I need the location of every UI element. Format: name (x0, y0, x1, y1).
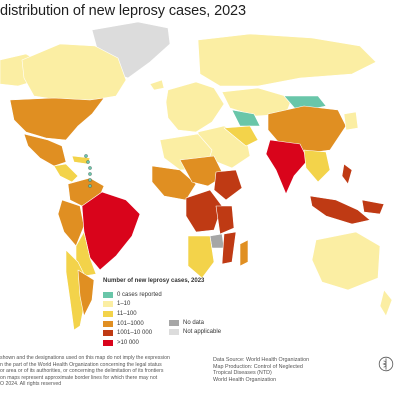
region-madagascar (239, 239, 249, 267)
region-europe (165, 81, 225, 133)
region-southern-africa (187, 235, 215, 279)
region-stans (231, 109, 261, 127)
legend-item-0: 0 cases reported (103, 290, 162, 300)
source-credits: Data Source: World Health Organization M… (213, 357, 310, 383)
region-nodata-africa (209, 233, 225, 249)
region-china (267, 105, 347, 155)
region-indonesia (309, 195, 371, 225)
legend-item-no-data: No data (169, 318, 221, 328)
legend-title: Number of new leprosy cases, 2023 (103, 278, 205, 284)
region-india (265, 139, 309, 195)
region-tanzania (215, 205, 235, 235)
who-emblem-icon (378, 356, 394, 372)
region-mexico (23, 133, 67, 167)
legend-item-1: 1–10 (103, 300, 162, 310)
legend-other: No data Not applicable (169, 318, 221, 337)
region-se-asia (303, 149, 331, 183)
legend: Number of new leprosy cases, 2023 0 case… (103, 278, 263, 346)
region-caribbean (71, 155, 91, 165)
region-australia (311, 231, 381, 291)
region-philippines (341, 163, 353, 185)
region-brazil (81, 191, 141, 271)
region-mozambique (221, 231, 237, 265)
region-drc (185, 189, 223, 233)
region-russia (197, 33, 377, 87)
region-iraq-iran (223, 125, 259, 147)
region-usa (9, 97, 105, 141)
disclaimer: shown and the designations used on this … (0, 355, 170, 388)
legend-item-2: 11–100 (103, 309, 162, 319)
map-title: distribution of new leprosy cases, 2023 (0, 3, 246, 19)
legend-categories: 0 cases reported 1–10 11–100 101–1000 10… (103, 290, 162, 348)
region-central-america (53, 163, 79, 183)
region-ethiopia (213, 169, 243, 201)
legend-item-5: >10 000 (103, 338, 162, 348)
legend-item-not-applicable: Not applicable (169, 328, 221, 338)
legend-item-3: 101–1000 (103, 319, 162, 329)
legend-item-4: 1001–10 000 (103, 328, 162, 338)
region-new-zealand (379, 289, 393, 317)
region-iceland (149, 79, 165, 91)
region-korea-japan (343, 111, 359, 131)
region-argentina (77, 269, 95, 317)
region-png (361, 199, 385, 215)
region-canada (21, 43, 127, 101)
